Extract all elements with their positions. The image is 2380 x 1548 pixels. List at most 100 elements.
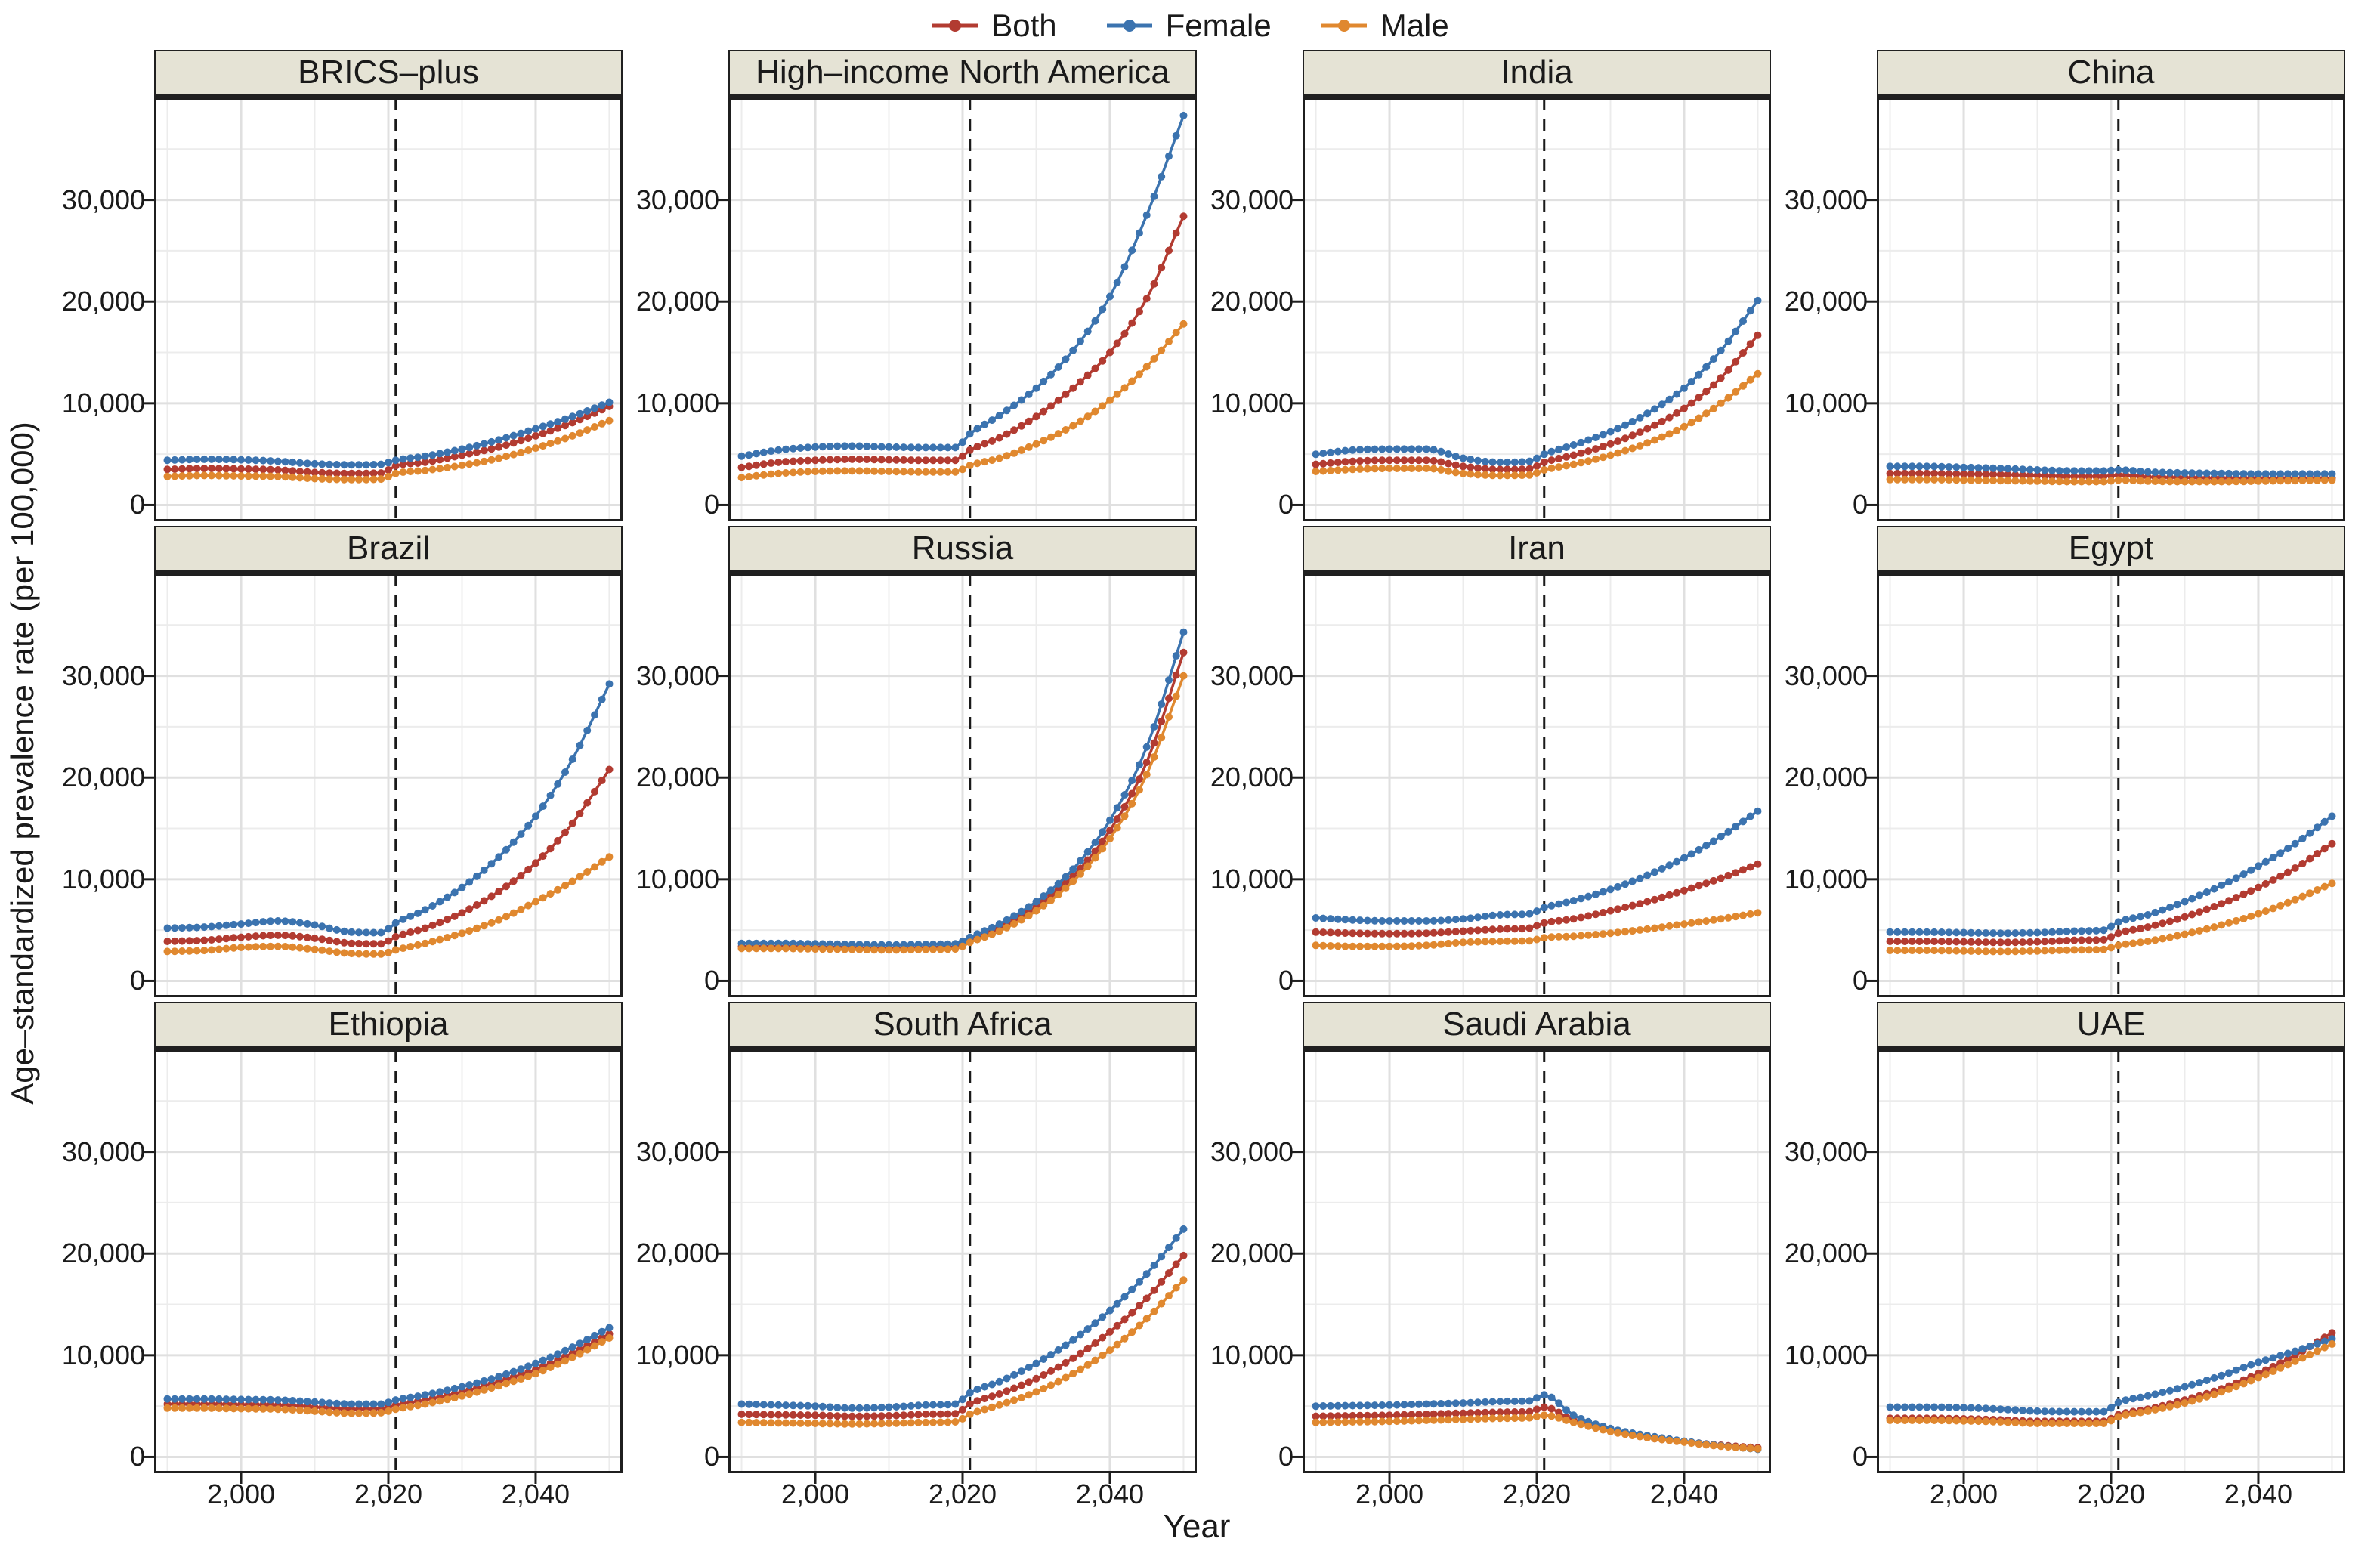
y-tick-label: 30,000 [61, 184, 145, 215]
panel-border [1303, 574, 1771, 997]
facet-panel: Iran [1292, 526, 1771, 997]
y-tick-label: 30,000 [1784, 660, 1868, 691]
facet-plot [1292, 1050, 1771, 1484]
y-axis-tick-labels: 30,000 20,000 10,000 0 [623, 50, 728, 526]
series-female [1312, 807, 1762, 925]
y-tick-label: 20,000 [635, 286, 719, 317]
facet-title: UAE [2076, 1006, 2146, 1043]
series-male [163, 853, 614, 958]
panel-border [728, 98, 1197, 521]
y-tick-label: 10,000 [1210, 863, 1294, 895]
y-tick-label: 20,000 [1784, 286, 1868, 317]
legend-label: Both [991, 8, 1057, 43]
y-tick-label: 20,000 [1210, 286, 1294, 317]
legend-item-male: Male [1320, 8, 1449, 44]
series-female [163, 680, 614, 937]
series-female [737, 111, 1188, 460]
facet-panel: High–income North America [718, 50, 1197, 521]
facet-ethiopia: 30,000 20,000 10,000 0 Ethiopia 2,000 2,020 2… [48, 1002, 623, 1509]
panel-border [728, 1050, 1197, 1473]
x-tick-label: 2,040 [1649, 1478, 1718, 1509]
legend-key-female-icon [1106, 20, 1152, 32]
facet-title: High–income North America [756, 54, 1170, 91]
y-tick-label: 10,000 [1210, 1339, 1294, 1370]
facet-plot [144, 98, 623, 521]
panel-border [1303, 98, 1771, 521]
facet-title: Iran [1508, 530, 1566, 567]
y-tick-label: 0 [1278, 1441, 1294, 1472]
y-tick-label: 10,000 [61, 1339, 145, 1370]
facet-brazil: 30,000 20,000 10,000 0 Brazil [48, 526, 623, 1002]
facet-header: Egypt [1877, 526, 2345, 574]
facet-panel: India [1292, 50, 1771, 521]
facet-header: South Africa [728, 1002, 1197, 1050]
facet-header: Ethiopia [154, 1002, 623, 1050]
y-axis-tick-labels: 30,000 20,000 10,000 0 [1771, 526, 1877, 1002]
facet-title: Ethiopia [328, 1006, 449, 1043]
facet-plot [1866, 98, 2345, 521]
facet-high-income-north-america: 30,000 20,000 10,000 0 High–income North Am… [623, 50, 1197, 526]
facet-plot [718, 574, 1197, 997]
y-axis-tick-labels: 30,000 20,000 10,000 0 [48, 526, 154, 1002]
x-axis-tick-labels: 2,000 2,020 2,040 [154, 1479, 623, 1512]
facet-header: Iran [1303, 526, 1771, 574]
y-tick-label: 0 [1852, 489, 1868, 521]
y-tick-label: 20,000 [1784, 1237, 1868, 1269]
series-both [737, 1251, 1188, 1420]
series-male [163, 416, 614, 484]
legend-item-both: Both [931, 8, 1057, 44]
facet-title: Saudi Arabia [1442, 1006, 1631, 1043]
y-tick-label: 0 [129, 1441, 145, 1472]
x-tick-label: 2,020 [1502, 1478, 1572, 1509]
legend-key-both-icon [932, 20, 978, 32]
x-tick-label: 2,000 [1929, 1478, 1998, 1509]
series-male [1312, 1411, 1762, 1453]
x-tick-label: 2,000 [780, 1478, 850, 1509]
y-tick-label: 0 [129, 965, 145, 996]
series-male [1886, 475, 2336, 486]
series-female [737, 1225, 1188, 1412]
y-axis-tick-labels: 30,000 20,000 10,000 0 [1197, 1002, 1303, 1478]
series-male [737, 320, 1188, 482]
series-male [737, 672, 1188, 954]
y-tick-label: 30,000 [61, 1136, 145, 1167]
series-male [737, 1276, 1188, 1428]
panel-border [728, 574, 1197, 997]
facet-plot [1866, 574, 2345, 997]
series-male [163, 1334, 614, 1417]
y-tick-label: 10,000 [61, 863, 145, 895]
panel-border [1303, 1050, 1771, 1473]
panel-border [1877, 1050, 2345, 1473]
facet-header: High–income North America [728, 50, 1197, 98]
facet-panel: China [1866, 50, 2345, 521]
series-female [1886, 812, 2336, 938]
y-tick-label: 30,000 [635, 660, 719, 691]
y-axis-tick-labels: 30,000 20,000 10,000 0 [623, 526, 728, 1002]
y-tick-label: 20,000 [61, 286, 145, 317]
x-axis-tick-labels: 2,000 2,020 2,040 [1877, 1479, 2345, 1512]
y-axis-tick-labels: 30,000 20,000 10,000 0 [1771, 50, 1877, 526]
x-tick-label: 2,040 [1075, 1478, 1144, 1509]
x-axis-tick-labels: 2,000 2,020 2,040 [1303, 1479, 1771, 1512]
facet-panel: Russia [718, 526, 1197, 997]
y-tick-label: 30,000 [61, 660, 145, 691]
facet-title: Egypt [2068, 530, 2154, 567]
y-tick-label: 30,000 [635, 184, 719, 215]
y-tick-label: 20,000 [635, 1237, 719, 1269]
legend-item-female: Female [1105, 8, 1272, 44]
facet-panel: UAE [1866, 1002, 2345, 1484]
facet-plot [718, 98, 1197, 521]
facet-plot [1292, 98, 1771, 521]
y-tick-label: 0 [703, 489, 719, 521]
y-tick-label: 10,000 [635, 1339, 719, 1370]
facet-iran: 30,000 20,000 10,000 0 Iran [1197, 526, 1771, 1002]
series-female [163, 1324, 614, 1408]
y-axis-tick-labels: 30,000 20,000 10,000 0 [623, 1002, 728, 1478]
y-tick-label: 10,000 [1210, 387, 1294, 419]
series-male [1312, 909, 1762, 950]
facet-header: China [1877, 50, 2345, 98]
y-axis-tick-labels: 30,000 20,000 10,000 0 [1197, 526, 1303, 1002]
panel-border [1877, 98, 2345, 521]
facet-india: 30,000 20,000 10,000 0 India [1197, 50, 1771, 526]
series-both [1312, 860, 1762, 938]
